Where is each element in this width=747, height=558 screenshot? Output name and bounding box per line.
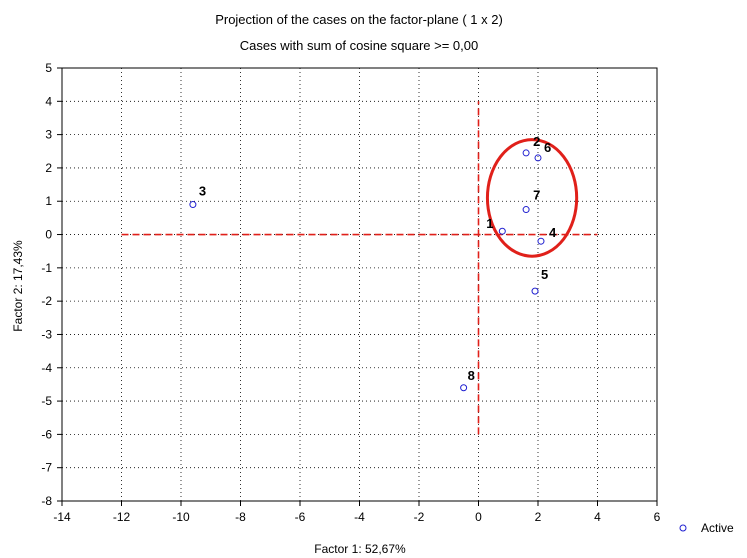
reference-lines: [121, 101, 598, 435]
x-tick-label: -12: [113, 510, 131, 524]
x-tick-label: -14: [53, 510, 71, 524]
x-tick-label: -2: [414, 510, 425, 524]
point-label-5: 5: [541, 267, 548, 282]
highlight-ellipse: [485, 138, 579, 258]
x-tick-label: -8: [235, 510, 246, 524]
y-axis-label: Factor 2: 17,43%: [11, 240, 25, 332]
y-tick-label: -4: [41, 361, 52, 375]
scatter-point-4: [537, 237, 545, 245]
y-tick-label: 0: [45, 228, 52, 242]
x-tick-label: 4: [594, 510, 601, 524]
y-tick-label: -5: [41, 394, 52, 408]
y-tick-label: 4: [45, 94, 52, 108]
y-tick-label: 5: [45, 61, 52, 75]
y-tick-label: -1: [41, 261, 52, 275]
y-tick-label: -2: [41, 294, 52, 308]
y-tick-label: 2: [45, 161, 52, 175]
x-tick-label: -4: [354, 510, 365, 524]
axis-ticks: -14 -12 -10 -8 -6 -4 -2 0 2 4 6-8-7-6-5-4-3-2-1012…: [41, 61, 660, 524]
chart-subtitle: Cases with sum of cosine square >= 0,00: [240, 38, 478, 53]
x-tick-label: -10: [172, 510, 190, 524]
y-tick-label: -6: [41, 427, 52, 441]
x-axis-label: Factor 1: 52,67%: [314, 542, 406, 556]
grid-lines: [62, 68, 657, 501]
point-label-4: 4: [549, 225, 557, 240]
x-tick-label: -6: [295, 510, 306, 524]
scatter-point-1: [498, 227, 506, 235]
scatter-point-6: [534, 154, 542, 162]
scatter-point-5: [531, 287, 539, 295]
point-label-8: 8: [468, 368, 475, 383]
point-label-7: 7: [533, 188, 540, 203]
y-tick-label: -3: [41, 327, 52, 341]
scatter-point-3: [189, 201, 197, 209]
x-tick-label: 2: [535, 510, 542, 524]
legend-label-active: Active: [701, 521, 734, 535]
y-tick-label: 1: [45, 194, 52, 208]
scatter-point-2: [522, 149, 530, 157]
point-label-6: 6: [544, 140, 551, 155]
x-tick-label: 0: [475, 510, 482, 524]
y-tick-label: 3: [45, 128, 52, 142]
scatter-point-7: [522, 206, 530, 214]
y-tick-label: -7: [41, 461, 52, 475]
point-label-2: 2: [533, 134, 540, 149]
x-tick-label: 6: [654, 510, 661, 524]
legend-marker: [679, 524, 687, 532]
point-label-3: 3: [199, 184, 206, 199]
scatter-points: 1 2 3 4 5 6 7 8: [189, 134, 557, 392]
y-tick-label: -8: [41, 494, 52, 508]
scatter-point-8: [460, 384, 468, 392]
chart-title: Projection of the cases on the factor-pl…: [215, 12, 503, 27]
point-label-1: 1: [486, 216, 493, 231]
